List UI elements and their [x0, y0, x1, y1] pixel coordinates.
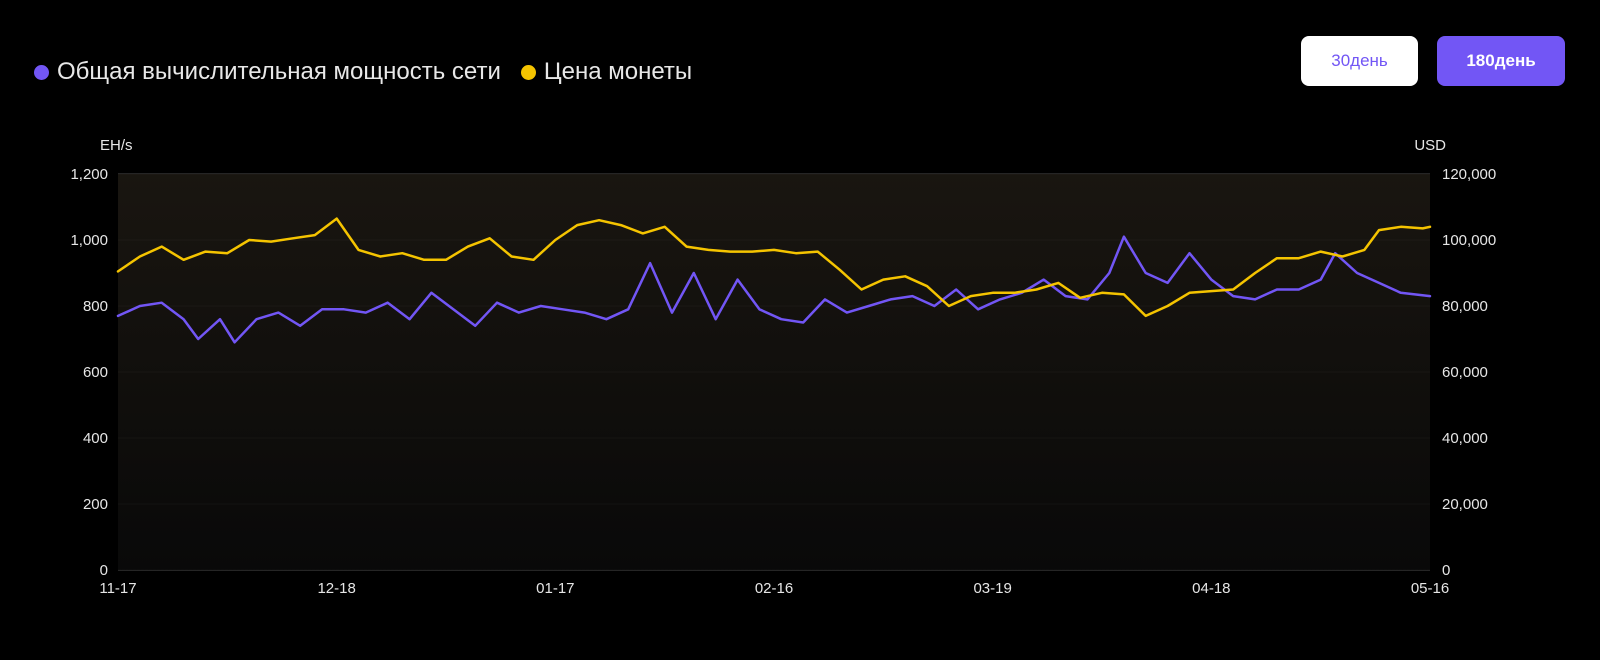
y-left-tick-label: 200 [83, 496, 108, 513]
x-tick-label: 02-16 [755, 580, 793, 597]
x-tick-label: 12-18 [317, 580, 355, 597]
legend-item-price[interactable]: Цена монеты [520, 58, 693, 86]
y-right-tick-label: 60,000 [1442, 364, 1488, 381]
hashrate-series-line [116, 235, 1432, 344]
x-tick-label: 05-16 [1411, 580, 1449, 597]
y-right-tick-label: 100,000 [1442, 232, 1496, 249]
y-right-tick-label: 80,000 [1442, 298, 1488, 315]
y-left-tick-label: 800 [83, 298, 108, 315]
y-right-tick-label: 20,000 [1442, 496, 1488, 513]
y-left-tick-label: 1,200 [70, 166, 108, 183]
x-tick-label: 01-17 [536, 580, 574, 597]
x-tick-label: 04-18 [1192, 580, 1230, 597]
range-180d-button[interactable]: 180день [1437, 36, 1565, 86]
plot-area-background [118, 174, 1430, 570]
range-30d-button[interactable]: 30день [1301, 36, 1418, 86]
price-series-line [116, 217, 1432, 318]
x-tick-label: 03-19 [973, 580, 1011, 597]
y-left-tick-label: 600 [83, 364, 108, 381]
legend-label-price: Цена монеты [543, 58, 693, 85]
y-right-tick-label: 120,000 [1442, 166, 1496, 183]
y-left-tick-label: 1,000 [70, 232, 108, 249]
y-left-tick-label: 400 [83, 430, 108, 447]
chart-legend: Общая вычислительная мощность сети Цена … [34, 58, 692, 86]
y-right-axis-label: USD [1414, 137, 1446, 154]
y-right-tick-label: 40,000 [1442, 430, 1488, 447]
y-left-tick-label: 0 [100, 562, 108, 579]
y-left-axis-label: EH/s [100, 137, 133, 154]
y-right-tick-label: 0 [1442, 562, 1450, 579]
x-tick-label: 11-17 [99, 580, 136, 597]
legend-label-hashrate: Общая вычислительная мощность сети [57, 58, 501, 85]
price-dot-icon [520, 64, 536, 80]
legend-item-hashrate[interactable]: Общая вычислительная мощность сети [34, 58, 501, 86]
hashrate-dot-icon [34, 64, 49, 80]
